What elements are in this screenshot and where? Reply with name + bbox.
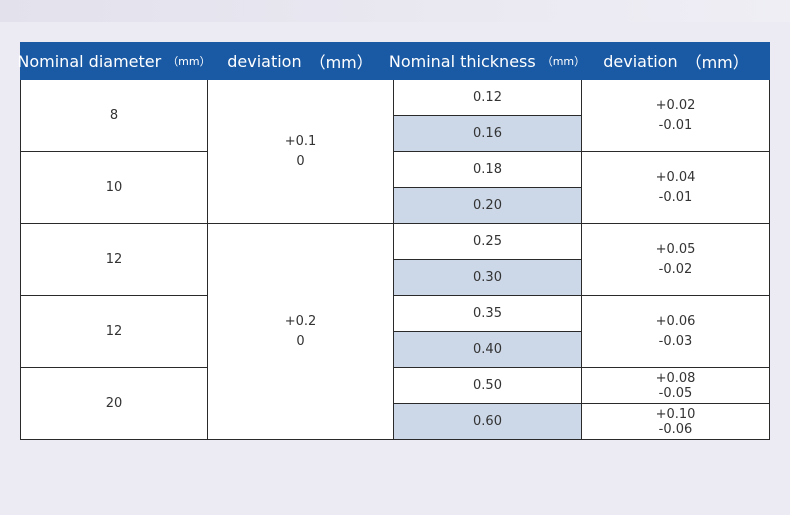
thickness-cell: 0.30 (394, 260, 581, 296)
deviation-lower: -0.01 (658, 189, 693, 205)
thickness-cell: 0.50 (394, 368, 581, 404)
diameter-cell: 10 (21, 152, 207, 224)
thickness-deviation-cell: +0.10 -0.06 (582, 404, 769, 439)
deviation-lower: 0 (296, 153, 305, 169)
diameter-deviation-cell: +0.2 0 (208, 224, 393, 439)
deviation-lower: 0 (296, 333, 305, 349)
thickness-deviation-cell: +0.05 -0.02 (582, 224, 769, 296)
header-diameter-deviation: deviation （mm） (207, 43, 393, 79)
thickness-cell: 0.35 (394, 296, 581, 332)
spec-table: Nominal diameter （mm） deviation （mm） Nomin… (17, 42, 771, 440)
deviation-upper: +0.05 (655, 241, 696, 257)
table-header: Nominal diameter （mm） deviation （mm） Nomin… (17, 42, 771, 80)
thickness-cell: 0.12 (394, 80, 581, 116)
deviation-lower: -0.05 (658, 385, 693, 401)
header-col3-label: Nominal thickness (388, 51, 536, 71)
header-nominal-thickness: Nominal thickness （mm） (389, 43, 585, 79)
diameter-cell: 20 (105, 396, 123, 411)
thickness-deviation-cell: +0.04 -0.01 (582, 152, 769, 224)
thickness-deviation-cell: +0.08 -0.05 (582, 368, 769, 404)
thickness-cell: 0.20 (394, 188, 581, 224)
deviation-upper: +0.08 (655, 370, 696, 386)
header-col2-unit: （mm） (309, 53, 373, 72)
header-col2-label: deviation (227, 51, 302, 71)
top-band (0, 0, 790, 22)
deviation-upper: +0.10 (655, 406, 696, 422)
diameter-cell: 12 (21, 296, 207, 368)
thickness-deviation-cell: +0.06 -0.03 (582, 296, 769, 368)
header-col4-label: deviation (603, 51, 678, 71)
thickness-deviation-cell: +0.02 -0.01 (582, 80, 769, 152)
header-nominal-diameter: Nominal diameter （mm） (17, 43, 211, 79)
header-col1-unit: （mm） (167, 55, 211, 68)
column-diameter-deviation: +0.1 0 +0.2 0 (208, 80, 394, 439)
column-nominal-thickness: 0.12 0.16 0.18 0.20 0.25 0.30 0.35 0.40 … (394, 80, 582, 439)
diameter-deviation-cell: +0.1 0 (208, 80, 393, 224)
deviation-upper: +0.06 (655, 313, 696, 329)
table-body: 8 10 12 12 20 +0.1 0 +0.2 0 0.12 0.16 0.… (20, 80, 770, 440)
diameter-cell: 12 (21, 224, 207, 296)
thickness-cell: 0.25 (394, 224, 581, 260)
thickness-cell: 0.18 (394, 152, 581, 188)
thickness-cell: 0.16 (394, 116, 581, 152)
header-thickness-deviation: deviation （mm） (581, 43, 771, 79)
deviation-lower: -0.06 (658, 421, 693, 437)
thickness-cell: 0.40 (394, 332, 581, 368)
column-thickness-deviation: +0.02 -0.01 +0.04 -0.01 +0.05 -0.02 +0.0… (582, 80, 769, 439)
thickness-cell: 0.60 (394, 404, 581, 439)
deviation-upper: +0.04 (655, 169, 696, 185)
deviation-lower: -0.01 (658, 117, 693, 133)
header-col3-unit: （mm） (541, 55, 586, 68)
header-col1-label: Nominal diameter (17, 51, 162, 71)
deviation-upper: +0.2 (284, 313, 317, 329)
deviation-lower: -0.02 (658, 261, 693, 277)
header-col4-unit: （mm） (685, 53, 749, 72)
deviation-upper: +0.02 (655, 97, 696, 113)
deviation-lower: -0.03 (658, 333, 693, 349)
deviation-upper: +0.1 (284, 133, 317, 149)
diameter-cell: 8 (21, 80, 207, 152)
column-nominal-diameter: 8 10 12 12 20 (21, 80, 208, 439)
